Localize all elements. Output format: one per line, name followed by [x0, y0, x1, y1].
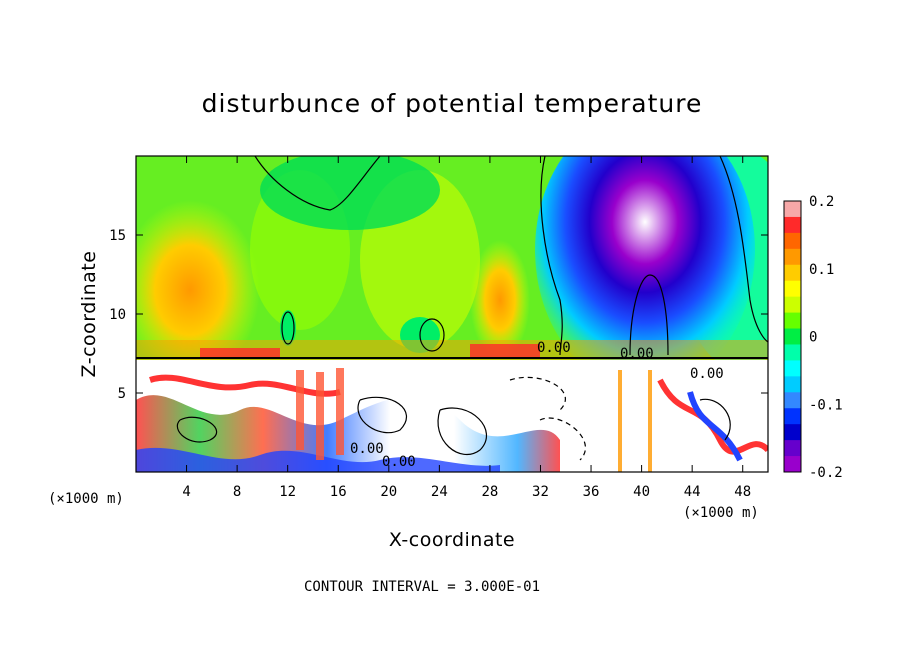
colorbar-tick-label: -0.1: [809, 397, 843, 413]
colorbar-labels: 0.2 0.1 0 -0.1 -0.2: [809, 194, 843, 481]
x-tick-label: 20: [380, 484, 397, 500]
colorbar: [783, 200, 802, 473]
colorbar-swatch: [784, 248, 801, 266]
colorbar-swatch: [784, 328, 801, 345]
z-axis-ticks: 5 10 15: [109, 228, 768, 402]
colorbar-swatch: [784, 456, 801, 473]
x-tick-label: 28: [481, 484, 498, 500]
colorbar-swatch: [784, 232, 801, 250]
colorbar-swatch: [784, 216, 801, 234]
colorbar-frame: [783, 200, 802, 473]
z-unit-label: (×1000 m): [48, 491, 124, 507]
chart-title: disturbunce of potential temperature: [202, 89, 703, 118]
colorbar-swatch: [784, 264, 801, 282]
colorbar-swatch: [784, 312, 801, 330]
contour-label: 0.00: [382, 454, 416, 470]
colorbar-swatch: [784, 280, 801, 298]
colorbar-swatch: [784, 296, 801, 314]
x-tick-label: 36: [583, 484, 600, 500]
contour-label: 0.00: [690, 366, 724, 382]
z-tick-label: 5: [118, 386, 126, 402]
x-tick-label: 24: [431, 484, 448, 500]
contour-label-group: 0.00 0.00 0.00 0.00 0.00: [350, 340, 724, 470]
x-tick-label: 12: [279, 484, 296, 500]
x-tick-label: 4: [182, 484, 190, 500]
colorbar-swatch: [784, 344, 801, 361]
colorbar-swatch: [784, 392, 801, 409]
x-tick-label: 48: [734, 484, 751, 500]
colorbar-swatch: [784, 376, 801, 393]
x-axis-title: X-coordinate: [389, 529, 515, 551]
colorbar-tick-label: 0.2: [809, 194, 834, 210]
colorbar-tick-label: 0.1: [809, 262, 834, 278]
x-tick-label: 40: [633, 484, 650, 500]
x-tick-label: 44: [684, 484, 701, 500]
colorbar-swatch: [784, 424, 801, 441]
colorbar-swatch: [784, 440, 801, 457]
colorbar-tick-label: -0.2: [809, 465, 843, 481]
contour-lines: [136, 156, 768, 461]
heatmap-field: [136, 156, 768, 472]
contour-interval-note: CONTOUR INTERVAL = 3.000E-01: [304, 579, 540, 595]
x-tick-label: 8: [233, 484, 241, 500]
colorbar-swatch: [784, 360, 801, 377]
x-tick-label: 16: [330, 484, 347, 500]
x-tick-label: 32: [532, 484, 549, 500]
contour-label: 0.00: [537, 340, 571, 356]
contour-label: 0.00: [620, 346, 654, 362]
x-unit-label: (×1000 m): [683, 505, 759, 521]
colorbar-swatch: [784, 201, 801, 218]
x-axis-ticks: 4 8 12 16 20 24 28 32 36 40 44 48: [182, 156, 751, 500]
colorbar-tick-label: 0: [809, 330, 817, 346]
z-tick-label: 10: [109, 307, 126, 323]
y-axis-title: Z-coordinate: [78, 251, 100, 378]
contour-label: 0.00: [350, 441, 384, 457]
colorbar-swatch: [784, 408, 801, 425]
z-tick-label: 15: [109, 228, 126, 244]
